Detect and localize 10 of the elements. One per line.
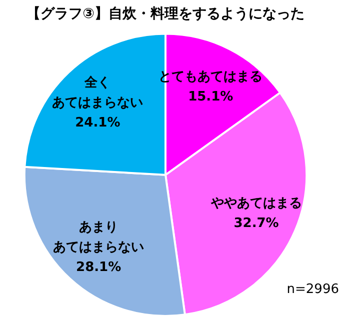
text: n=2996	[286, 282, 339, 297]
data-label: 15.1%	[188, 89, 234, 104]
slice-label: ややあてはまる	[210, 196, 302, 212]
data-label: 24.1%	[75, 115, 120, 130]
chart-title: 【グラフ③】自炊・料理をするようになった	[26, 6, 304, 22]
data-label: 32.7%	[234, 216, 279, 232]
slice-label: あまりあてはまらない	[53, 220, 144, 255]
data-label: 28.1%	[76, 260, 122, 275]
slice-label: とてもあてはまる	[158, 69, 263, 84]
slice-label: 全くあてはまらない	[52, 75, 144, 110]
